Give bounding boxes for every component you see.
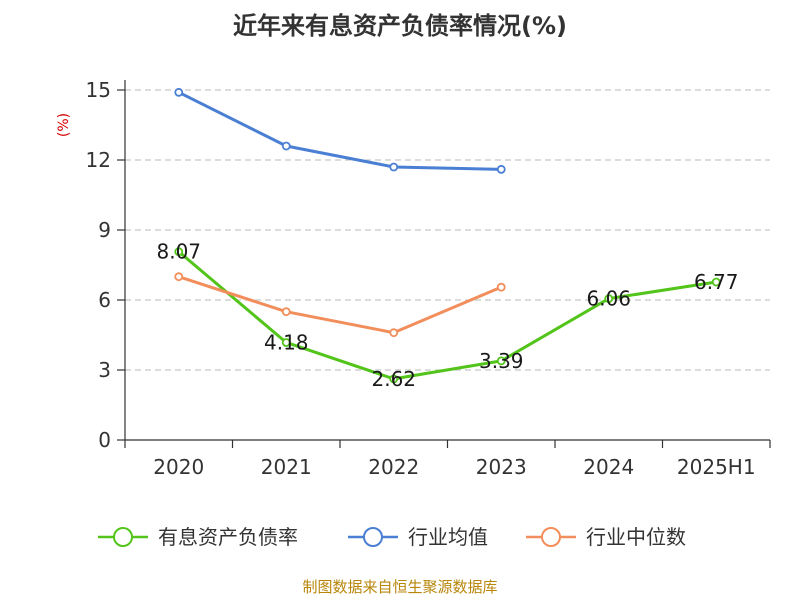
y-axis-unit: (%)	[56, 113, 72, 137]
data-label: 3.39	[479, 349, 524, 373]
legend: 有息资产负债率 行业均值 行业中位数	[98, 525, 686, 549]
legend-label: 行业中位数	[586, 525, 686, 549]
series-line	[178, 90, 502, 171]
data-point	[496, 282, 506, 292]
data-point	[389, 162, 399, 172]
legend-label: 有息资产负债率	[158, 525, 298, 549]
data-point	[496, 356, 506, 366]
y-tick-label: 12	[86, 148, 111, 172]
data-label: 8.07	[156, 240, 201, 264]
legend-label: 行业均值	[408, 525, 488, 549]
y-tick-label: 3	[98, 358, 111, 382]
y-tick-label: 15	[86, 78, 111, 102]
legend-marker	[541, 527, 561, 547]
data-point	[174, 87, 184, 97]
axes: 0 3 6 9 12 15 2020 2021 2022 2023 2024 2025H1	[86, 78, 771, 479]
source-note: 制图数据来自恒生聚源数据库	[302, 578, 497, 596]
data-label: 6.06	[586, 287, 631, 311]
series-line	[178, 275, 502, 335]
grid-lines	[125, 89, 770, 371]
x-tick-label: 2020	[153, 455, 204, 479]
data-label: 6.77	[694, 270, 739, 294]
data-point	[281, 307, 291, 317]
data-point	[281, 338, 291, 347]
x-tick-label: 2021	[261, 455, 312, 479]
data-point	[604, 294, 614, 304]
x-tick-label: 2022	[368, 455, 419, 479]
data-point	[174, 272, 184, 282]
y-tick-label: 9	[98, 218, 111, 242]
data-label: 2.62	[371, 367, 416, 391]
x-tick-label: 2023	[476, 455, 527, 479]
data-point	[389, 328, 399, 338]
data-point	[174, 247, 184, 257]
y-tick-label: 6	[98, 288, 111, 312]
chart-title: 近年来有息资产负债率情况(%)	[233, 12, 567, 40]
data-point	[281, 141, 291, 151]
y-tick-label: 0	[98, 428, 111, 452]
legend-marker	[113, 527, 133, 547]
x-tick-label: 2025H1	[677, 455, 756, 479]
data-labels: 8.07 4.18 2.62 3.39 6.06 6.77	[156, 240, 738, 391]
data-label: 4.18	[264, 330, 309, 354]
x-tick-label: 2024	[583, 455, 634, 479]
legend-marker	[363, 527, 383, 547]
data-point	[711, 277, 721, 287]
data-point	[496, 164, 506, 174]
series-line	[177, 250, 717, 381]
data-point	[389, 374, 399, 384]
series-lines	[174, 87, 721, 384]
